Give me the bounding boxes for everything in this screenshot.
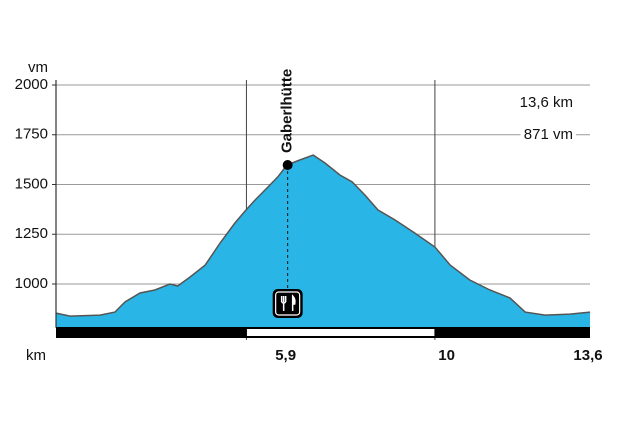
profile-line xyxy=(55,154,591,317)
route-bar-segment xyxy=(245,328,436,337)
stat: 13,6 km xyxy=(520,94,573,111)
annotation-label: Gaberlhütte xyxy=(279,69,296,153)
x-axis-label: km xyxy=(26,347,46,364)
icon-knife xyxy=(291,294,296,311)
icon-frame xyxy=(275,291,301,316)
y-tick-label: 1000 xyxy=(15,275,48,292)
x-tick-label: 13,6 xyxy=(573,347,602,364)
y-tick-label: 1750 xyxy=(15,126,48,143)
x-tick-label: 10 xyxy=(438,347,455,364)
stat: 871 vm xyxy=(524,126,573,143)
y-tick-label: 2000 xyxy=(15,76,48,93)
y-axis-label: vm xyxy=(28,59,48,76)
y-tick-label: 1250 xyxy=(15,225,48,242)
restaurant-icon xyxy=(272,289,303,318)
annotation-point xyxy=(282,160,293,171)
x-tick-label: 5,9 xyxy=(275,347,296,364)
icon-fork xyxy=(280,296,287,311)
y-tick-label: 1500 xyxy=(15,175,48,192)
area xyxy=(56,155,590,328)
icon-bg xyxy=(272,289,303,318)
